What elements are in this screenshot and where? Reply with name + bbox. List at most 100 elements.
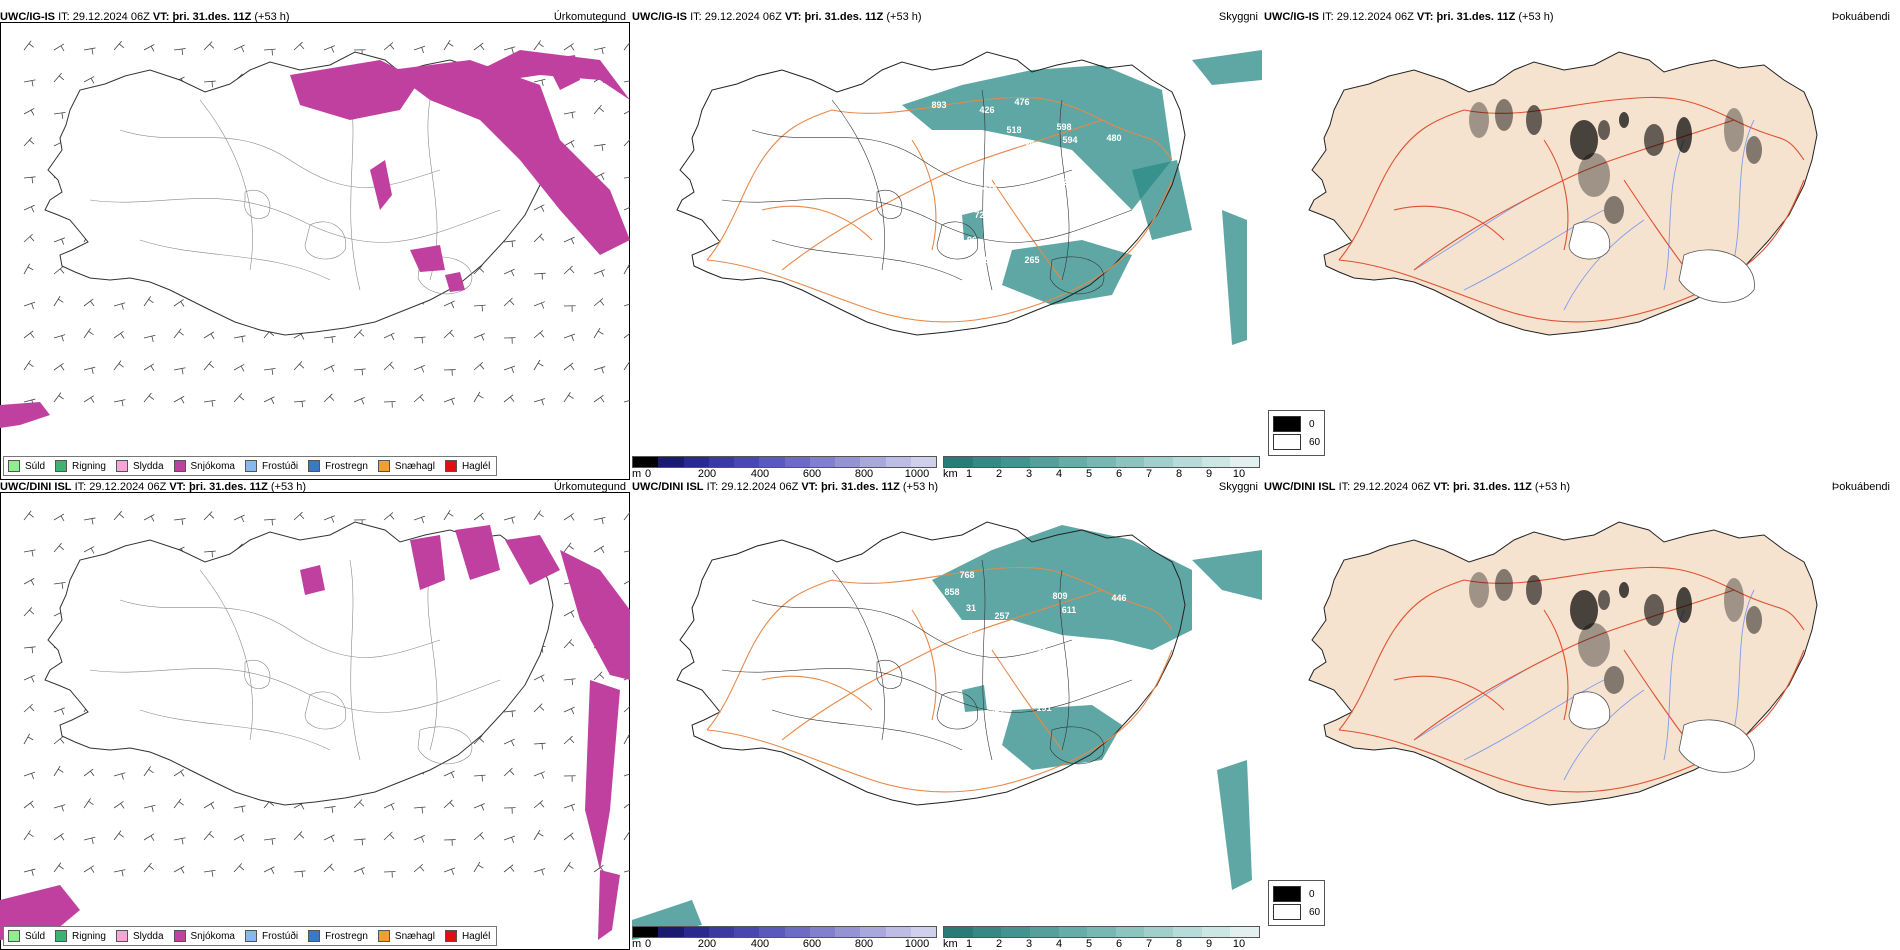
fog-cell xyxy=(1578,623,1610,667)
panel-title: Skyggni xyxy=(1218,481,1258,493)
legend-swatch xyxy=(115,460,128,472)
legend-label: Frostúði xyxy=(261,460,299,472)
colorbar-tick: 8 xyxy=(1175,938,1183,950)
legend-swatch xyxy=(115,930,128,942)
colorbar-segment xyxy=(658,457,684,467)
wind-barb-icon xyxy=(623,176,630,184)
lead-time: (+53 h) xyxy=(902,481,939,493)
fog-cell xyxy=(1578,153,1610,197)
fog-scale-swatch xyxy=(1273,886,1301,902)
wind-barb-icon xyxy=(533,868,546,876)
wind-barb-icon xyxy=(473,391,484,403)
wind-barb-icon xyxy=(53,707,65,715)
visibility-unit: km xyxy=(943,468,958,480)
wind-barb-icon xyxy=(533,204,545,212)
snow-region xyxy=(545,55,580,90)
colorbar-segment xyxy=(1001,457,1030,467)
cloud-base-colorbar: m 0 200 400 600 800 1000 xyxy=(632,926,937,950)
wind-barb-icon xyxy=(593,104,605,115)
wind-barb-icon xyxy=(233,335,246,343)
wind-barb-icon xyxy=(113,331,125,339)
colorbar-segment xyxy=(1230,927,1260,937)
fog-indicator-map: UWC/DINI ISL IT: 29.12.2024 06Z VT: þri.… xyxy=(1264,480,1894,950)
wind-barb-icon xyxy=(533,742,546,750)
precip-type-legend: Súld Rigning Slydda Snjókoma Frostúði Frostre… xyxy=(3,926,498,946)
fog-cell xyxy=(1724,578,1744,622)
wind-barb-icon xyxy=(593,394,605,403)
wind-barb-icon xyxy=(233,44,245,53)
wind-barb-icon xyxy=(173,769,185,777)
lead-time: (+53 h) xyxy=(254,11,290,23)
colorbar-tick: 10 xyxy=(1232,938,1246,950)
wind-barb-icon xyxy=(473,265,485,275)
terrain-contours xyxy=(721,559,1133,765)
legend-item: Súld xyxy=(8,460,45,472)
colorbar-tick: 10 xyxy=(1232,468,1246,480)
cloud-base-value: 498 xyxy=(1111,710,1127,720)
wind-barb-icon xyxy=(533,78,546,87)
legend-swatch xyxy=(244,930,257,942)
wind-barb-icon xyxy=(623,398,630,406)
wind-barb-icon xyxy=(53,72,65,83)
cloud-base-value: 588 xyxy=(1036,163,1052,173)
wind-barb-icon xyxy=(53,111,66,119)
wind-barb-icon xyxy=(563,305,576,312)
colorbar-segment xyxy=(633,457,659,467)
model-name: UWC/IG-IS xyxy=(0,11,55,23)
coastline xyxy=(676,51,1186,336)
legend-label: Snæhagl xyxy=(394,930,435,942)
colorbar-segment xyxy=(633,927,659,937)
contour-line xyxy=(751,129,1073,188)
cloud-base-value: 592 xyxy=(1052,177,1068,187)
colorbar-segment xyxy=(860,927,886,937)
wind-barb-icon xyxy=(23,607,35,617)
init-time: 29.12.2024 06Z xyxy=(704,11,782,23)
colorbar-segment xyxy=(1087,927,1116,937)
legend-label: Snjókoma xyxy=(190,460,235,472)
wind-barb-icon xyxy=(53,862,64,873)
glacier-outline xyxy=(1049,726,1105,765)
cloud-base-value: 745 xyxy=(957,627,973,637)
wind-barb-icon xyxy=(413,45,426,54)
wind-barb-icon xyxy=(23,771,36,780)
wind-barb-icon xyxy=(113,399,126,407)
wind-barb-icon xyxy=(23,204,35,213)
colorbar-segment xyxy=(972,457,1002,467)
wind-barb-icon xyxy=(473,861,484,873)
fog-scale-row: 0 xyxy=(1273,886,1320,902)
wind-barb-icon xyxy=(533,359,544,371)
wind-barb-icon xyxy=(503,240,516,248)
colorbar-segment xyxy=(1144,457,1174,467)
cloud-base-value: 858 xyxy=(944,587,960,597)
cloud-base-value: 426 xyxy=(979,105,995,115)
wind-barb-icon xyxy=(623,301,630,310)
wind-barb-icon xyxy=(53,392,64,403)
wind-barb-icon xyxy=(173,837,186,845)
legend-item: Rigning xyxy=(55,460,106,472)
colorbar-tick: 7 xyxy=(1145,938,1153,950)
road-line xyxy=(991,649,1063,751)
panel-title: Skyggni xyxy=(1218,11,1258,23)
legend-label: Rigning xyxy=(72,460,106,472)
legend-label: Slydda xyxy=(132,460,164,472)
cloud-base-value: 594 xyxy=(1062,135,1078,145)
wind-barb-icon xyxy=(563,609,575,618)
lead-time: (+53 h) xyxy=(886,11,922,23)
valid-label: VT: xyxy=(784,11,802,23)
wind-barb-icon xyxy=(203,830,215,841)
wind-barb-icon xyxy=(563,111,576,119)
snow-region xyxy=(505,535,560,585)
wind-barb-icon xyxy=(503,738,515,747)
init-time: 29.12.2024 06Z xyxy=(1336,11,1414,23)
valid-time: þri. 31.des. 11Z xyxy=(820,481,900,493)
wind-barb-icon xyxy=(323,45,335,53)
fog-scale-label: 0 xyxy=(1309,418,1315,430)
panel-header: UWC/IG-IS IT: 29.12.2024 06Z VT: þri. 31… xyxy=(1264,10,1554,24)
colorbar-tick: 200 xyxy=(697,938,717,950)
wind-barb-icon xyxy=(23,549,36,557)
fog-cell xyxy=(1604,196,1624,224)
wind-barb-icon xyxy=(443,839,456,846)
wind-barb-icon xyxy=(503,807,516,814)
wind-barb-icon xyxy=(593,143,606,151)
road-line xyxy=(991,179,1063,281)
